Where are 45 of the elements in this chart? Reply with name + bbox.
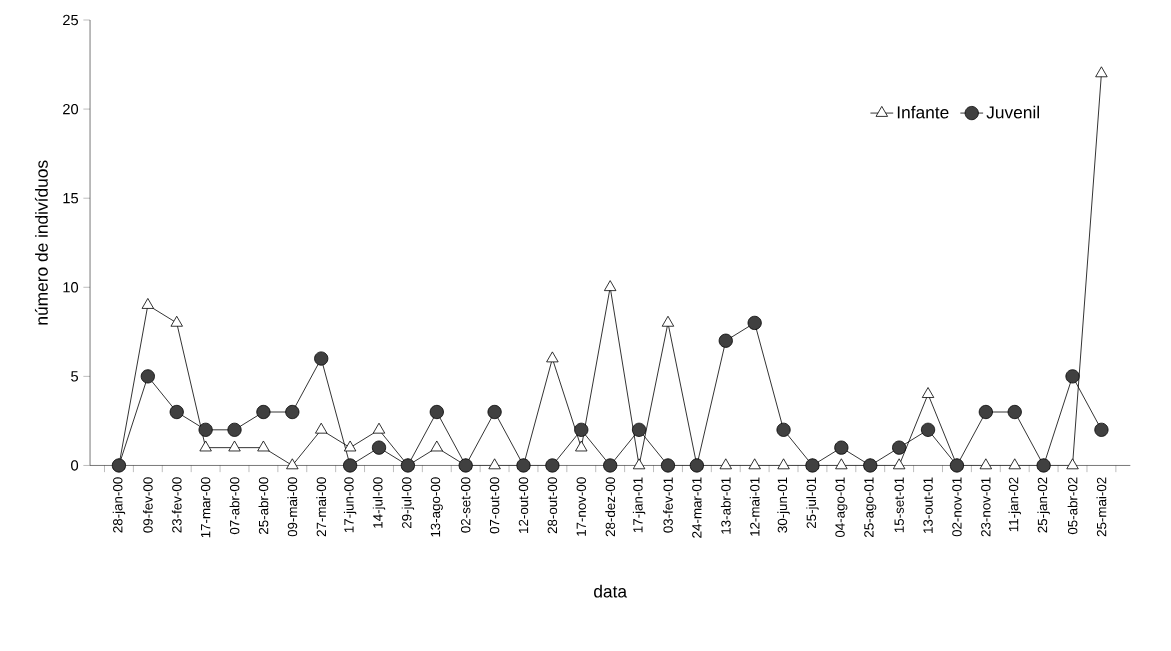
x-tick-label: 25-abr-00	[258, 477, 269, 535]
x-tick-label: 13-abr-01	[720, 477, 731, 534]
x-tick-label: 17-jun-00	[343, 477, 357, 533]
x-tick-label: 28-out-00	[547, 477, 558, 534]
x-tick-label: 02-nov-01	[952, 477, 962, 537]
x-tick-label: 27-mai-00	[316, 477, 327, 537]
y-tick-label: 15	[63, 193, 79, 204]
x-tick-label: 25-jul-01	[806, 477, 819, 529]
x-tick-label: 07-out-00	[489, 477, 500, 534]
y-tick-label: 25	[63, 14, 79, 26]
x-tick-label: 28-jan-00	[112, 477, 126, 533]
x-tick-label: 05-abr-02	[1067, 477, 1078, 535]
x-tick-label: 03-fev-01	[663, 477, 673, 533]
x-tick-label: 12-mai-01	[749, 477, 760, 536]
x-tick-label: 25-ago-01	[864, 477, 877, 538]
x-tick-label: 04-ago-01	[835, 477, 848, 538]
x-tick-label: 07-abr-00	[229, 477, 240, 535]
x-tick-label: 29-jul-00	[401, 477, 415, 529]
x-tick-label: 13-out-01	[923, 477, 933, 533]
y-tick-label: 0	[71, 460, 79, 471]
y-tick-label: 20	[63, 104, 79, 115]
legend-label: Infante	[897, 105, 949, 119]
y-tick-label: 5	[71, 371, 79, 382]
x-tick-label: 25-jan-02	[1037, 477, 1050, 533]
x-axis-title: data	[594, 584, 628, 598]
x-tick-label: 09-mai-00	[287, 477, 298, 537]
x-tick-label: 02-set-00	[460, 477, 471, 533]
x-tick-label: 14-jul-00	[372, 477, 386, 528]
x-tick-label: 23-nov-01	[981, 477, 991, 537]
x-tick-label: 30-jun-01	[777, 477, 790, 533]
x-tick-label: 25-mai-02	[1096, 477, 1107, 537]
y-axis-title: número de indivíduos	[34, 160, 48, 325]
x-tick-label: 13-ago-00	[430, 477, 443, 537]
x-tick-label: 11-jan-02	[1008, 477, 1021, 532]
x-tick-label: 12-out-00	[518, 477, 529, 533]
y-tick-label: 10	[63, 282, 79, 293]
x-tick-label: 09-fev-00	[142, 477, 153, 533]
x-tick-label: 17-mar-00	[200, 477, 211, 538]
x-tick-label: 17-nov-00	[576, 477, 586, 536]
x-tick-label: 28-dez-00	[605, 477, 616, 537]
x-tick-label: 23-fev-00	[171, 477, 182, 533]
legend-label: Juvenil	[986, 105, 1039, 119]
x-tick-label: 24-mar-01	[692, 477, 702, 538]
x-tick-label: 15-set-01	[894, 477, 904, 533]
x-tick-label: 17-jan-01	[632, 477, 646, 533]
